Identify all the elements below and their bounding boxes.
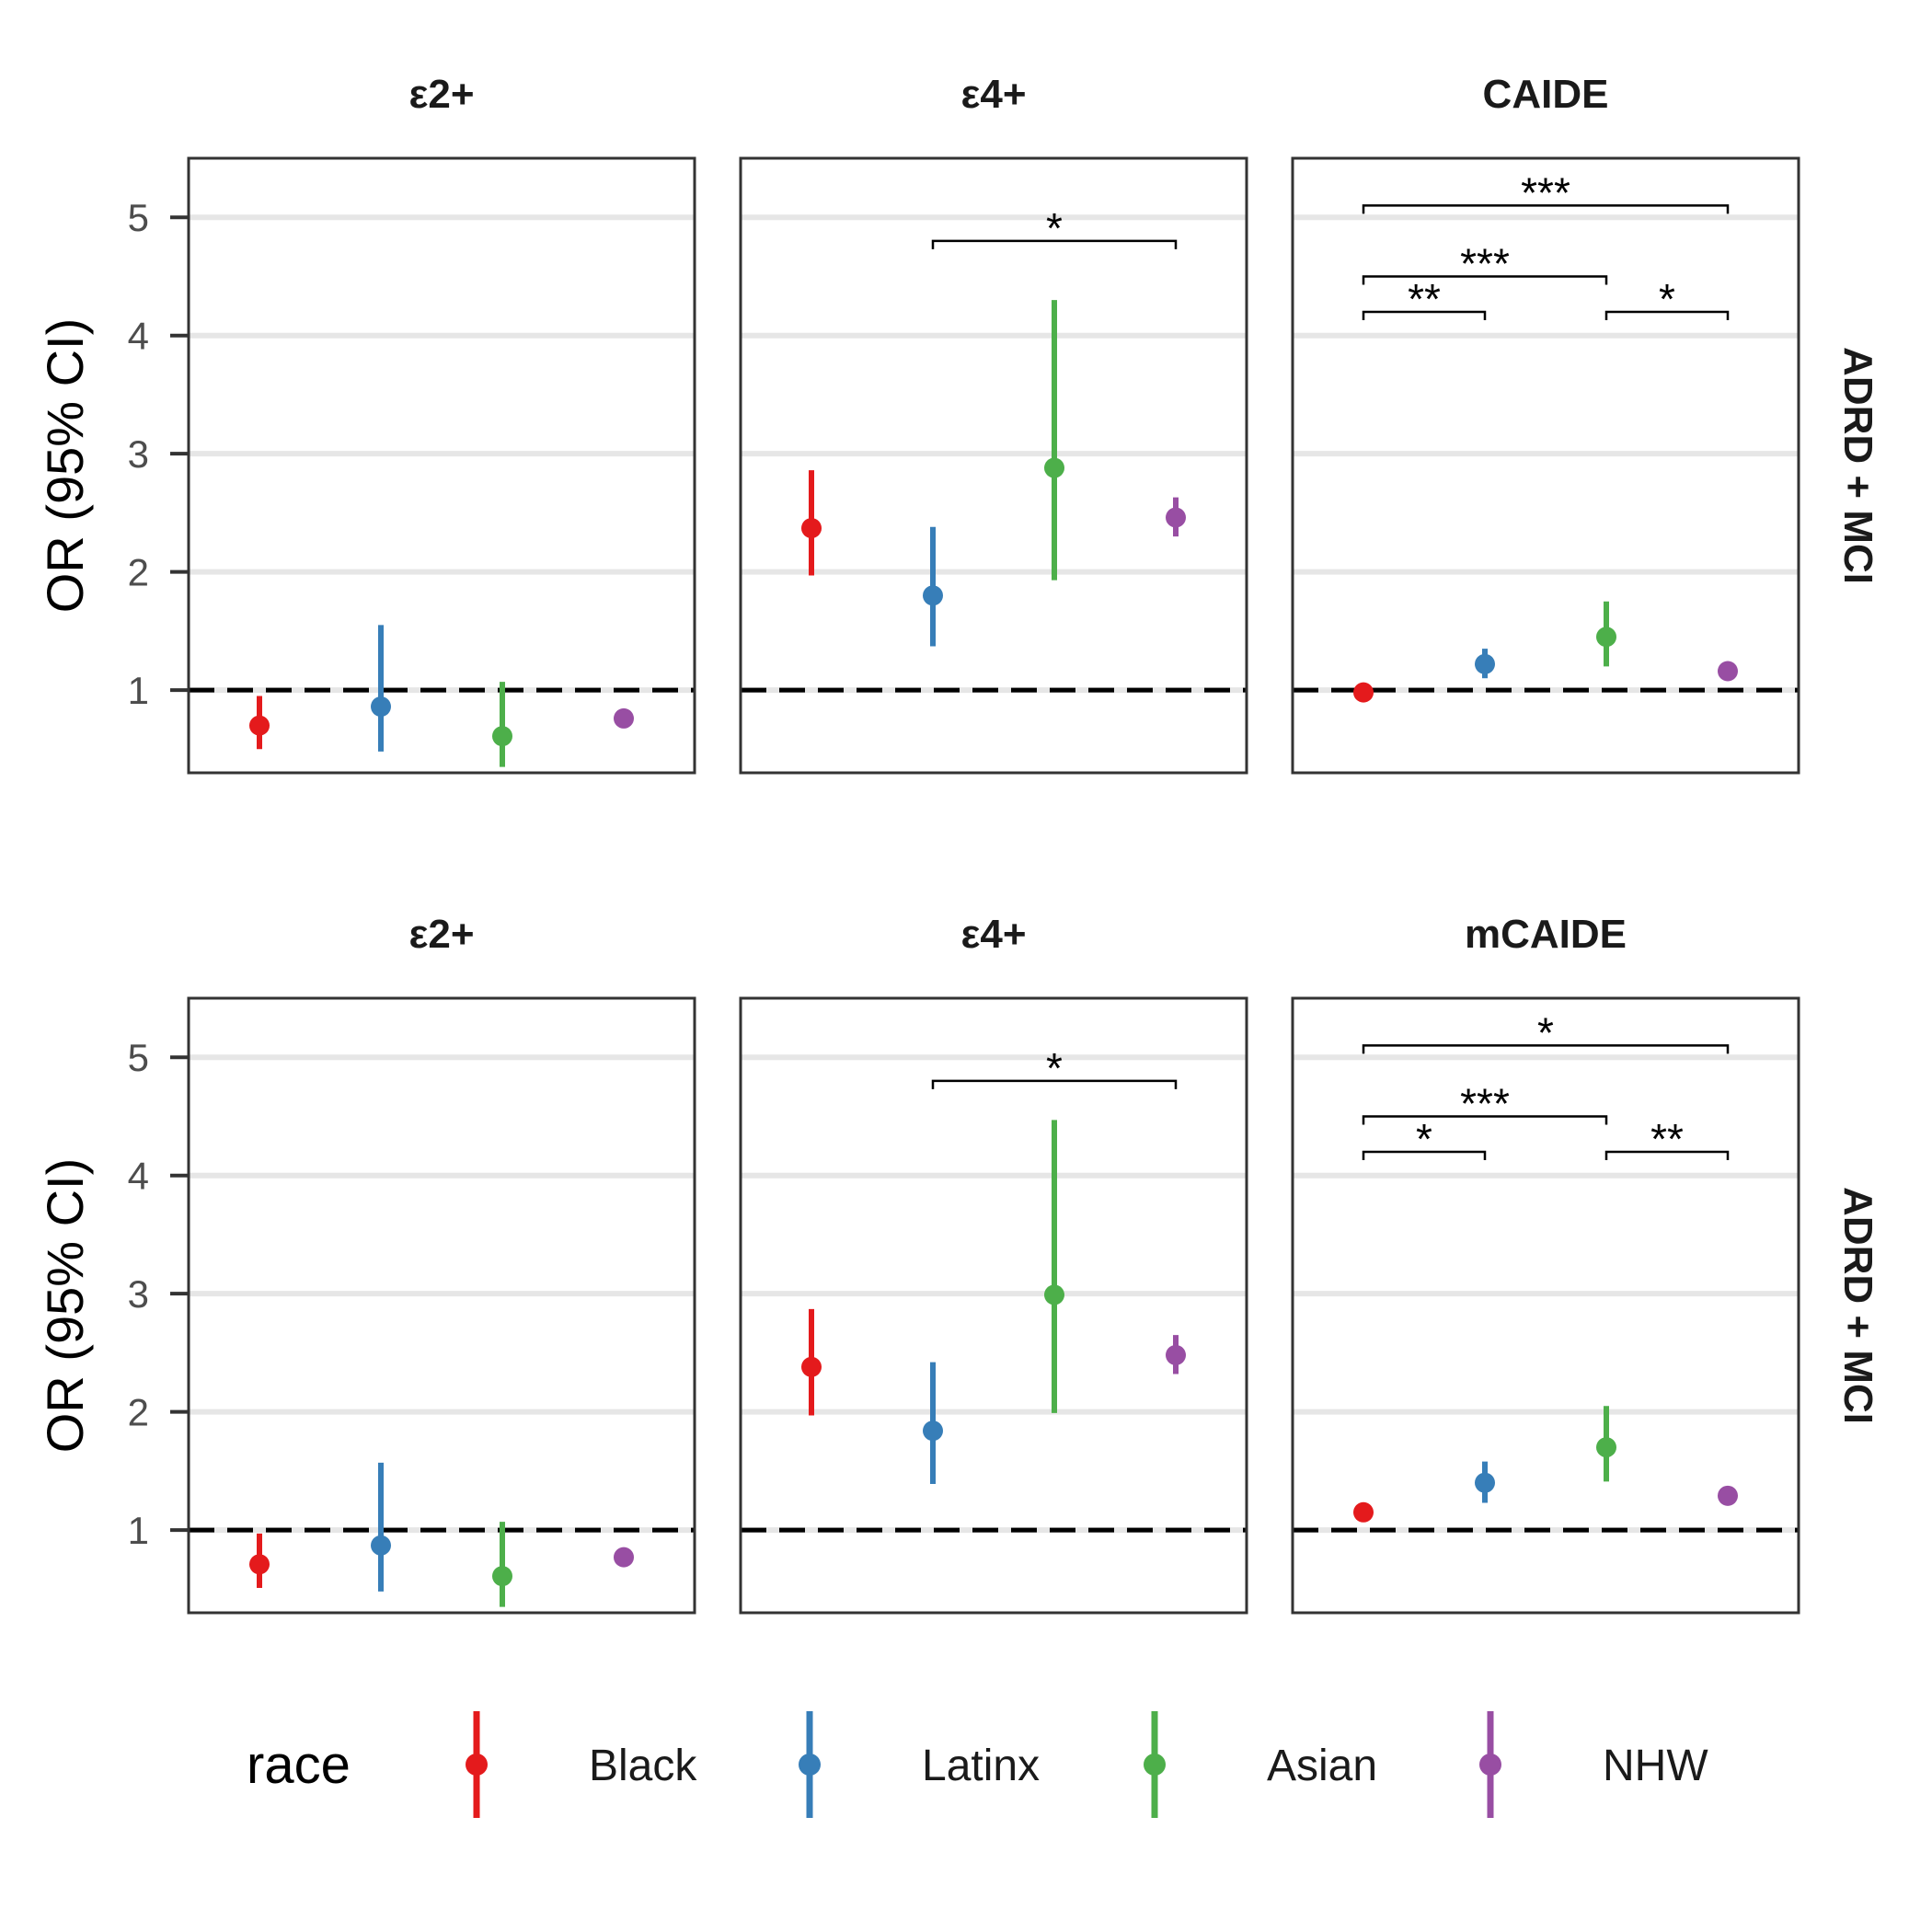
significance-label: * bbox=[1659, 275, 1675, 323]
significance-label: * bbox=[1046, 1044, 1063, 1092]
legend-label-nhw: NHW bbox=[1603, 1742, 1708, 1790]
point-asian bbox=[1596, 627, 1616, 648]
point-nhw bbox=[614, 707, 634, 729]
y-tick-label: 2 bbox=[128, 1391, 149, 1434]
facet-title: ε2+ bbox=[408, 72, 474, 117]
point-latinx bbox=[1475, 1472, 1495, 1493]
point-nhw bbox=[1718, 1485, 1738, 1506]
facet-title: ε4+ bbox=[960, 912, 1026, 957]
significance-label: * bbox=[1416, 1115, 1432, 1163]
y-axis-title: OR (95% CI) bbox=[36, 318, 94, 614]
significance-bracket bbox=[1362, 1044, 1730, 1054]
point-latinx bbox=[371, 696, 391, 718]
significance-label: * bbox=[1537, 1008, 1554, 1056]
significance-label: *** bbox=[1460, 1079, 1510, 1127]
legend-label-asian: Asian bbox=[1267, 1742, 1377, 1790]
facet-panel-1-1: ε2+ bbox=[187, 72, 696, 775]
point-black bbox=[801, 1356, 822, 1377]
row-strip-label: ADRD + MCI bbox=[1835, 347, 1880, 584]
y-axis-title: OR (95% CI) bbox=[36, 1158, 94, 1454]
y-tick-label: 3 bbox=[128, 1272, 149, 1316]
significance-bracket bbox=[1362, 1115, 1608, 1125]
y-tick-label: 5 bbox=[128, 196, 149, 239]
point-black bbox=[249, 715, 270, 736]
panel-border bbox=[187, 156, 696, 775]
significance-label: *** bbox=[1460, 239, 1510, 287]
legend-label-black: Black bbox=[589, 1742, 697, 1790]
y-tick-label: 3 bbox=[128, 432, 149, 476]
facet-row-2: 1 2 3 4 5 OR (95% CI) ADRD + MCI ε2+ ε4+ * mCAIDE *… bbox=[36, 912, 1880, 1615]
point-nhw bbox=[1718, 661, 1738, 682]
panel-border bbox=[739, 156, 1248, 775]
y-tick-label: 4 bbox=[128, 1155, 149, 1198]
legend-title: race bbox=[247, 1735, 351, 1795]
facet-title: CAIDE bbox=[1483, 72, 1609, 117]
facet-panel-2-1: ε2+ bbox=[187, 912, 696, 1615]
point-asian bbox=[1044, 1284, 1064, 1305]
legend-label-latinx: Latinx bbox=[922, 1742, 1040, 1790]
legend-key-point-latinx bbox=[799, 1754, 821, 1776]
point-asian bbox=[492, 726, 512, 747]
panel-border bbox=[187, 996, 696, 1615]
y-tick-label: 1 bbox=[128, 669, 149, 712]
y-tick-label: 5 bbox=[128, 1036, 149, 1079]
facet-title: mCAIDE bbox=[1465, 912, 1627, 957]
point-black bbox=[801, 518, 822, 539]
point-asian bbox=[492, 1566, 512, 1587]
significance-bracket bbox=[1362, 204, 1730, 214]
significance-bracket bbox=[1604, 310, 1730, 320]
y-tick-label: 4 bbox=[128, 315, 149, 358]
significance-bracket bbox=[1362, 275, 1608, 285]
point-nhw bbox=[614, 1547, 634, 1568]
panel-border bbox=[1291, 996, 1800, 1615]
row-strip-label: ADRD + MCI bbox=[1835, 1187, 1880, 1424]
point-asian bbox=[1044, 457, 1064, 478]
significance-label: * bbox=[1046, 204, 1063, 252]
legend-key-point-nhw bbox=[1479, 1754, 1501, 1776]
significance-bracket bbox=[931, 1079, 1178, 1089]
significance-label: ** bbox=[1650, 1115, 1684, 1163]
significance-bracket bbox=[1362, 310, 1487, 320]
y-tick-label: 1 bbox=[128, 1509, 149, 1552]
significance-bracket bbox=[1362, 1150, 1487, 1160]
point-black bbox=[249, 1554, 270, 1575]
legend-key-point-asian bbox=[1144, 1754, 1166, 1776]
facet-title: ε2+ bbox=[408, 912, 474, 957]
facet-panel-2-3: mCAIDE***** ** bbox=[1291, 912, 1800, 1615]
facet-panel-1-3: CAIDE******** * bbox=[1291, 72, 1800, 775]
point-latinx bbox=[371, 1535, 391, 1556]
point-nhw bbox=[1166, 507, 1186, 528]
point-asian bbox=[1596, 1437, 1616, 1458]
point-nhw bbox=[1166, 1344, 1186, 1365]
significance-label: ** bbox=[1408, 275, 1441, 323]
facet-panel-1-2: ε4+ * bbox=[739, 72, 1248, 775]
legend: race Black Latinx Asian NHW bbox=[247, 1711, 1708, 1818]
point-black bbox=[1353, 1501, 1374, 1523]
point-black bbox=[1353, 682, 1374, 703]
point-latinx bbox=[923, 1420, 943, 1442]
y-tick-label: 2 bbox=[128, 551, 149, 594]
point-latinx bbox=[1475, 653, 1495, 674]
facet-title: ε4+ bbox=[960, 72, 1026, 117]
significance-bracket bbox=[931, 239, 1178, 249]
panel-border bbox=[739, 996, 1248, 1615]
panel-border bbox=[1291, 156, 1800, 775]
facet-panel-2-2: ε4+ * bbox=[739, 912, 1248, 1615]
point-latinx bbox=[923, 585, 943, 606]
significance-bracket bbox=[1604, 1150, 1730, 1160]
legend-key-point-black bbox=[466, 1754, 488, 1776]
significance-label: *** bbox=[1521, 168, 1570, 216]
